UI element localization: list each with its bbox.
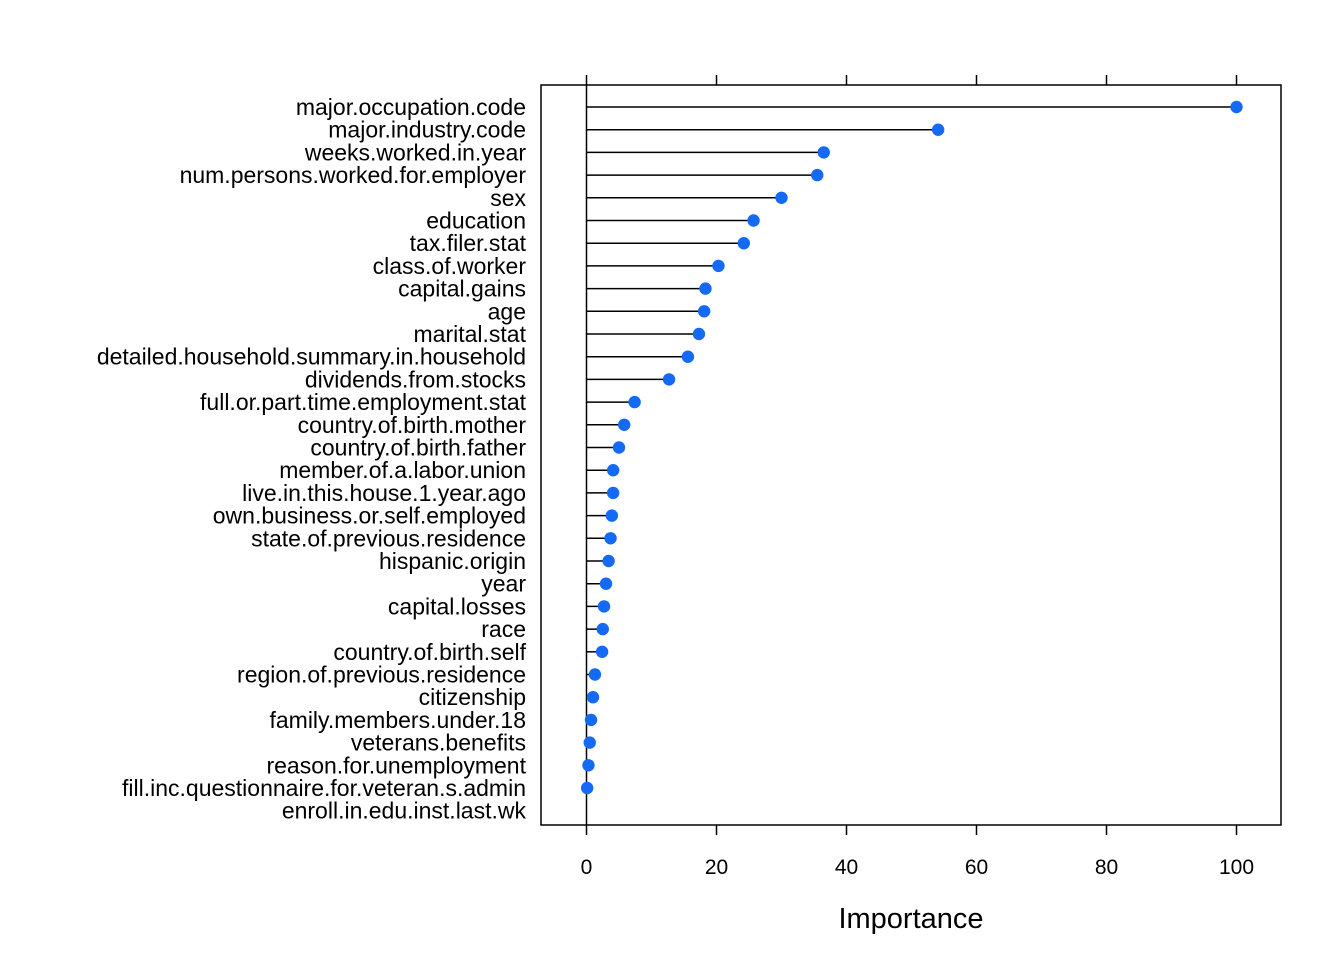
category-label: num.persons.worked.for.employer	[180, 162, 527, 188]
plot-frame	[540, 84, 1282, 826]
importance-point	[737, 237, 750, 250]
x-tick-label: 0	[581, 856, 593, 879]
category-label: member.of.a.labor.union	[279, 457, 526, 483]
category-label: marital.stat	[414, 321, 527, 347]
importance-point	[583, 736, 596, 749]
category-label: full.or.part.time.employment.stat	[200, 389, 527, 415]
x-tick-label: 40	[835, 856, 858, 879]
category-label: dividends.from.stocks	[305, 366, 526, 392]
importance-point	[595, 645, 609, 658]
importance-point	[586, 691, 600, 704]
x-tick-label: 20	[705, 856, 728, 879]
importance-point	[597, 600, 611, 613]
category-label: family.members.under.18	[269, 707, 526, 733]
category-label: detailed.household.summary.in.household	[97, 344, 526, 370]
category-label: sex	[490, 185, 526, 211]
category-label: reason.for.unemployment	[266, 752, 526, 778]
importance-point	[580, 781, 594, 795]
importance-point	[747, 214, 760, 227]
importance-point	[1230, 100, 1243, 114]
category-label: race	[481, 616, 526, 642]
importance-point	[602, 554, 615, 568]
category-label: weeks.worked.in.year	[304, 139, 526, 165]
importance-point	[588, 668, 602, 681]
importance-point	[662, 373, 676, 386]
category-label: country.of.birth.self	[333, 639, 526, 665]
category-label: veterans.benefits	[351, 730, 526, 756]
importance-point	[699, 282, 712, 295]
category-label: capital.gains	[398, 276, 526, 302]
category-label: capital.losses	[388, 593, 526, 619]
category-label: major.industry.code	[328, 117, 526, 143]
category-label: class.of.worker	[373, 253, 527, 279]
importance-point	[697, 305, 711, 318]
x-tick-label: 60	[965, 856, 988, 879]
importance-point	[606, 464, 620, 477]
importance-point	[606, 486, 620, 500]
importance-point	[582, 759, 595, 772]
importance-point	[604, 532, 617, 545]
category-label: country.of.birth.mother	[298, 412, 527, 438]
importance-point	[775, 191, 788, 204]
category-label: region.of.previous.residence	[237, 662, 526, 688]
importance-point	[599, 577, 613, 590]
category-label: state.of.previous.residence	[251, 525, 526, 551]
category-label: major.occupation.code	[296, 94, 526, 120]
category-label: citizenship	[419, 684, 526, 710]
category-label: fill.inc.questionnaire.for.veteran.s.adm…	[122, 775, 526, 801]
category-label: enroll.in.edu.inst.last.wk	[282, 798, 527, 824]
category-label: own.business.or.self.employed	[213, 503, 526, 529]
chart-marks: 0 20 40 60 80 100 major.occupation.codemajor.i…	[97, 75, 1254, 879]
category-label: year	[481, 571, 526, 597]
importance-point	[618, 418, 631, 431]
importance-point	[817, 146, 830, 159]
x-tick-label: 80	[1095, 856, 1118, 879]
importance-point	[628, 395, 641, 409]
x-axis-title: Importance	[838, 903, 983, 935]
category-label: country.of.birth.father	[310, 435, 526, 461]
category-label: live.in.this.house.1.year.ago	[242, 480, 526, 506]
importance-point	[681, 350, 695, 363]
x-tick-label: 100	[1219, 856, 1254, 879]
importance-point	[584, 713, 598, 727]
importance-point	[612, 441, 626, 454]
importance-point	[931, 123, 945, 136]
importance-point	[692, 327, 706, 341]
category-label: age	[488, 298, 526, 324]
category-label: tax.filer.stat	[410, 230, 527, 256]
importance-point	[811, 168, 824, 182]
category-label: education	[426, 208, 526, 234]
importance-point	[712, 259, 725, 273]
importance-point	[596, 622, 609, 636]
category-label: hispanic.origin	[379, 548, 526, 574]
importance-point	[605, 509, 619, 522]
